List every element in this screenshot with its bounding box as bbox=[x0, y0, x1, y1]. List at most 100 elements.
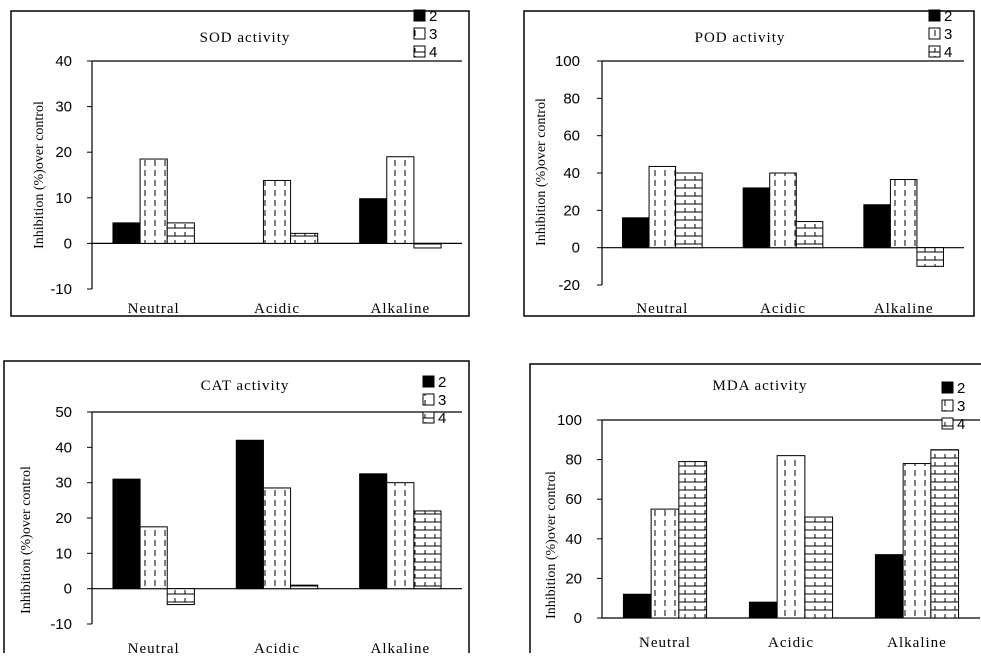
legend-label: 3 bbox=[944, 26, 952, 43]
bar-series-4 bbox=[166, 222, 195, 244]
bar-series-2 bbox=[112, 478, 141, 590]
bar-series-2 bbox=[359, 473, 388, 590]
bar-series-4 bbox=[916, 247, 944, 267]
bar-series-3 bbox=[139, 526, 168, 590]
bar-series-3 bbox=[776, 455, 806, 619]
legend-swatch bbox=[941, 381, 954, 394]
category-label: Alkaline bbox=[887, 635, 947, 651]
y-tick-label: 20 bbox=[565, 570, 582, 587]
chart-mda: MDA activity Inhibition (%)over control … bbox=[529, 363, 981, 658]
legend-swatch bbox=[928, 9, 941, 22]
bar-series-3 bbox=[902, 463, 932, 619]
legend-label: 2 bbox=[944, 8, 952, 25]
legend-swatch bbox=[413, 9, 426, 22]
legend-label: 3 bbox=[438, 392, 446, 409]
bar-series-4 bbox=[795, 221, 824, 249]
y-tick-label: 80 bbox=[563, 90, 580, 107]
legend-swatch bbox=[928, 27, 941, 40]
legend-label: 4 bbox=[429, 44, 437, 61]
y-tick-label: 0 bbox=[572, 240, 580, 257]
y-tick-label: 0 bbox=[64, 235, 72, 252]
bar-series-2 bbox=[622, 593, 652, 619]
chart-sod: SOD activity Inhibition (%)over control … bbox=[10, 8, 470, 317]
panel-frame bbox=[10, 10, 470, 317]
category-label: Acidic bbox=[254, 641, 300, 653]
chart-panel-sod: SOD activity Inhibition (%)over control … bbox=[0, 0, 481, 325]
panel-frame bbox=[523, 10, 975, 317]
y-tick-label: 30 bbox=[55, 99, 72, 116]
legend-swatch bbox=[941, 399, 954, 412]
category-label: Alkaline bbox=[371, 641, 431, 653]
legend-swatch bbox=[413, 45, 426, 58]
y-tick-label: 20 bbox=[55, 144, 72, 161]
y-axis-label: Inhibition (%)over control bbox=[534, 98, 549, 246]
chart-title: MDA activity bbox=[713, 378, 808, 394]
category-label: Neutral bbox=[636, 301, 688, 317]
y-tick-label: 20 bbox=[563, 202, 580, 219]
y-tick-label: 40 bbox=[565, 531, 582, 548]
bar-series-2 bbox=[112, 222, 141, 244]
y-tick-label: 100 bbox=[557, 412, 582, 429]
legend-label: 3 bbox=[429, 26, 437, 43]
legend-swatch bbox=[422, 411, 435, 424]
category-label: Acidic bbox=[254, 301, 300, 317]
category-label: Neutral bbox=[128, 641, 180, 653]
bar-series-2 bbox=[863, 204, 891, 249]
y-tick-label: -10 bbox=[50, 281, 72, 298]
bar-series-3 bbox=[386, 156, 415, 244]
bar-series-3 bbox=[648, 165, 677, 249]
legend-label: 4 bbox=[438, 410, 446, 427]
category-label: Neutral bbox=[128, 301, 180, 317]
category-label: Alkaline bbox=[874, 301, 934, 317]
bar-series-4 bbox=[290, 584, 319, 590]
chart-panel-mda: MDA activity Inhibition (%)over control … bbox=[520, 350, 981, 658]
y-tick-label: 10 bbox=[55, 545, 72, 562]
bar-series-4 bbox=[290, 232, 319, 244]
bar-series-4 bbox=[413, 510, 442, 590]
category-label: Acidic bbox=[760, 301, 806, 317]
legend-swatch bbox=[422, 375, 435, 388]
y-tick-label: 60 bbox=[563, 128, 580, 145]
y-tick-label: 40 bbox=[563, 165, 580, 182]
plot-area: 40 30 20 10 0 -10 Neutral Acidic Alkaline 234 bbox=[50, 8, 462, 317]
category-label: Alkaline bbox=[371, 301, 431, 317]
y-axis-label: Inhibition (%)over control bbox=[19, 466, 34, 614]
y-tick-label: 0 bbox=[64, 581, 72, 598]
y-tick-label: 0 bbox=[574, 610, 582, 627]
bar-series-4 bbox=[166, 588, 195, 606]
y-tick-label: 20 bbox=[55, 510, 72, 527]
bar-series-4 bbox=[930, 449, 960, 619]
bar-series-3 bbox=[769, 172, 797, 249]
legend-label: 2 bbox=[429, 8, 437, 25]
chart-cat: CAT activity Inhibition (%)over control … bbox=[3, 360, 470, 658]
panel-frame bbox=[529, 363, 981, 658]
legend-label: 3 bbox=[957, 398, 965, 415]
bar-series-3 bbox=[889, 179, 918, 249]
y-axis-label: Inhibition (%)over control bbox=[544, 471, 559, 619]
bar-series-4 bbox=[675, 172, 703, 249]
y-tick-label: 60 bbox=[565, 491, 582, 508]
bar-series-4 bbox=[413, 242, 442, 249]
chart-title: POD activity bbox=[695, 30, 786, 46]
legend-swatch bbox=[928, 45, 941, 58]
y-tick-label: 30 bbox=[55, 475, 72, 492]
legend-label: 4 bbox=[944, 44, 952, 61]
bar-series-2 bbox=[359, 198, 388, 244]
bar-series-2 bbox=[748, 601, 778, 619]
y-tick-label: -20 bbox=[558, 277, 580, 294]
bar-series-2 bbox=[622, 217, 650, 249]
bar-series-3 bbox=[650, 508, 680, 619]
y-tick-label: 50 bbox=[55, 404, 72, 421]
bar-series-2 bbox=[742, 187, 771, 249]
legend-swatch bbox=[422, 393, 435, 406]
plot-area: 100 80 60 40 20 0 -20 Neutral Acidic Alkaline 234 bbox=[555, 8, 964, 317]
category-label: Neutral bbox=[639, 635, 691, 651]
chart-title: SOD activity bbox=[200, 30, 291, 46]
y-tick-label: 40 bbox=[55, 53, 72, 70]
plot-area: 50 40 30 20 10 0 -10 Neutral Acidic Alkaline 234 bbox=[50, 374, 462, 657]
legend-label: 4 bbox=[957, 416, 965, 433]
bar-series-3 bbox=[262, 487, 292, 590]
bar-series-3 bbox=[262, 179, 292, 244]
bar-series-4 bbox=[678, 461, 708, 619]
legend-label: 2 bbox=[438, 374, 446, 391]
